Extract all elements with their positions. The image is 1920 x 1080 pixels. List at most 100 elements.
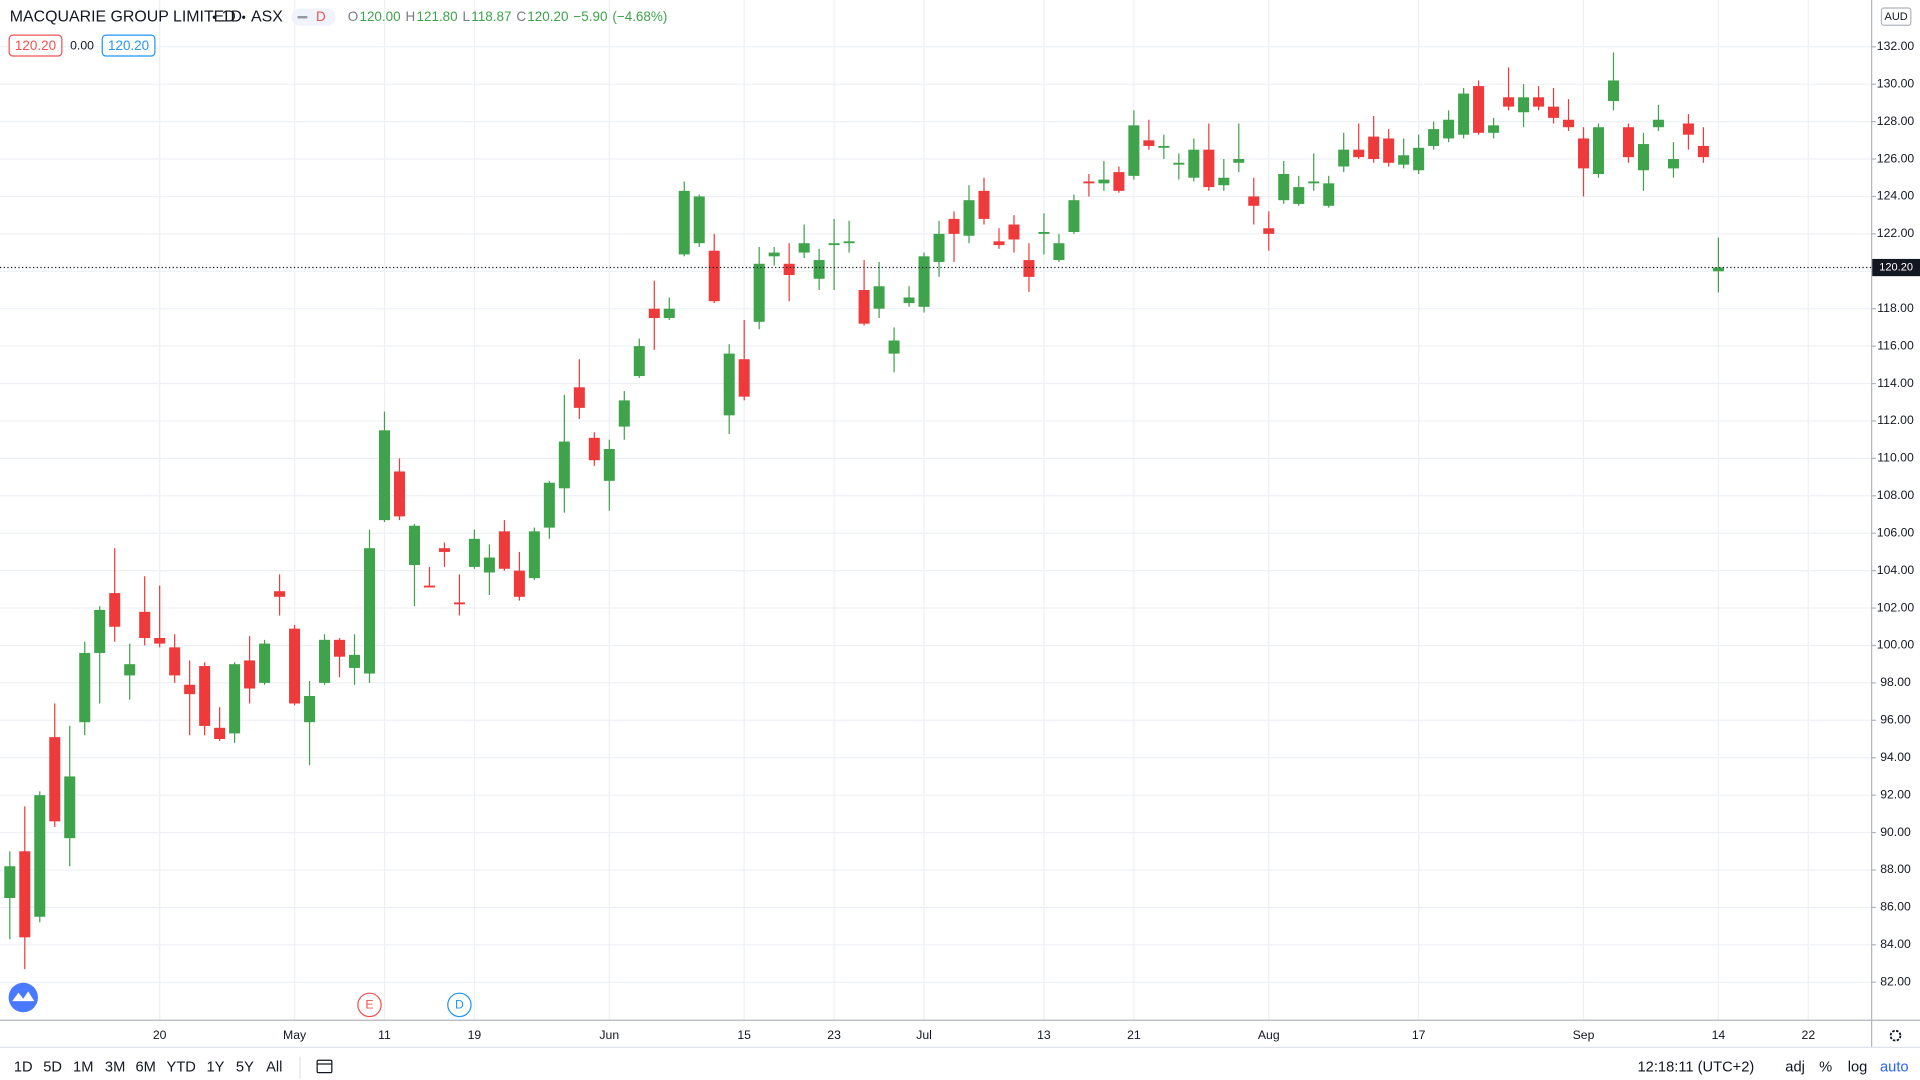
goto-date-icon[interactable] bbox=[316, 1059, 333, 1074]
candle-body bbox=[349, 654, 361, 668]
candle-body bbox=[304, 695, 316, 723]
candle-body bbox=[109, 593, 121, 627]
axes: 82.00 84.00 86.00 88.00 90.00 92.00 94.00 96.00… bbox=[153, 7, 1920, 1042]
candle-body bbox=[1667, 159, 1679, 169]
candle-body bbox=[498, 531, 510, 569]
range-button[interactable]: 1Y bbox=[207, 1060, 225, 1076]
ask: 120.20 bbox=[108, 38, 149, 53]
x-tick-label: 17 bbox=[1412, 1028, 1426, 1042]
candle-body bbox=[1248, 196, 1260, 206]
candle-body bbox=[1652, 119, 1664, 128]
status-pill[interactable] bbox=[291, 8, 336, 26]
x-tick-label: Aug bbox=[1258, 1028, 1280, 1042]
candle-body bbox=[858, 289, 870, 324]
range-button[interactable]: 5D bbox=[43, 1060, 62, 1076]
candle-body bbox=[244, 660, 256, 689]
status-dash bbox=[297, 16, 308, 19]
range-button[interactable]: 6M bbox=[136, 1060, 156, 1076]
candle-body bbox=[1697, 145, 1709, 158]
y-tick-label: 98.00 bbox=[1880, 675, 1911, 689]
candle-body bbox=[1637, 144, 1649, 171]
range-button[interactable]: 1D bbox=[14, 1060, 33, 1076]
candle-body bbox=[453, 602, 465, 605]
range-button[interactable]: All bbox=[266, 1060, 282, 1076]
candle-body bbox=[139, 611, 151, 638]
candle-body bbox=[1158, 145, 1170, 148]
candle-body bbox=[1413, 147, 1425, 171]
candle-body bbox=[1038, 231, 1050, 234]
interval: 1D bbox=[222, 8, 242, 25]
y-tick-label: 88.00 bbox=[1880, 862, 1911, 876]
ohlc-key: C bbox=[516, 9, 526, 24]
candle-body bbox=[948, 218, 960, 234]
candle-body bbox=[408, 525, 420, 566]
candle-body bbox=[1488, 125, 1500, 133]
scale-option[interactable]: auto bbox=[1880, 1060, 1909, 1076]
x-tick-label: 22 bbox=[1802, 1028, 1816, 1042]
candle-body bbox=[34, 795, 46, 917]
x-tick-label: 19 bbox=[468, 1028, 482, 1042]
toolbar: 1D 5D 1M 3M 6M YTD 1Y 5Y All 12:18:11 (UTC+2) adj%… bbox=[14, 1060, 1909, 1076]
y-tick-label: 90.00 bbox=[1880, 825, 1911, 839]
grid bbox=[0, 0, 1872, 1020]
event-marker[interactable] bbox=[447, 992, 472, 1018]
y-tick-label: 116.00 bbox=[1877, 338, 1914, 352]
candle-body bbox=[663, 308, 675, 319]
candle-body bbox=[573, 387, 585, 408]
currency-box[interactable] bbox=[1880, 7, 1912, 26]
candle-body bbox=[843, 241, 855, 244]
scale-option[interactable]: adj bbox=[1785, 1060, 1805, 1076]
candle-body bbox=[1113, 172, 1125, 191]
candle-body bbox=[1188, 149, 1200, 178]
candle-body bbox=[199, 666, 211, 726]
spread: 0.00 bbox=[70, 38, 94, 52]
scale-option[interactable]: % bbox=[1819, 1060, 1832, 1076]
candle-body bbox=[438, 548, 450, 552]
candle-body bbox=[483, 557, 495, 573]
y-tick-label: 106.00 bbox=[1877, 525, 1915, 539]
candle-body bbox=[963, 200, 975, 236]
candle-body bbox=[363, 548, 376, 674]
ohlc-value: 120.00 bbox=[359, 9, 400, 24]
event-marker[interactable] bbox=[357, 992, 382, 1018]
y-tick-label: 100.00 bbox=[1877, 638, 1915, 652]
y-tick-label: 96.00 bbox=[1880, 713, 1911, 727]
candle-body bbox=[888, 340, 900, 354]
range-button[interactable]: 5Y bbox=[236, 1060, 254, 1076]
x-tick-label: 21 bbox=[1127, 1028, 1141, 1042]
candle-body bbox=[1323, 183, 1335, 206]
candle-body bbox=[798, 243, 810, 253]
candle-body bbox=[603, 449, 615, 481]
y-tick-label: 110.00 bbox=[1877, 451, 1914, 465]
ohlc-key: L bbox=[463, 9, 471, 24]
x-tick-label: 20 bbox=[153, 1028, 167, 1042]
logo[interactable] bbox=[8, 982, 38, 1013]
candle-body bbox=[873, 286, 885, 309]
candle-body bbox=[933, 233, 945, 262]
candle-body bbox=[184, 684, 196, 695]
candle-body bbox=[1008, 224, 1020, 240]
range-button[interactable]: 3M bbox=[105, 1060, 125, 1076]
candle-body bbox=[1023, 260, 1035, 277]
candle-body bbox=[588, 437, 600, 461]
candle-body bbox=[214, 727, 226, 740]
bid-box[interactable] bbox=[8, 34, 63, 57]
range-button[interactable]: 1M bbox=[73, 1060, 93, 1076]
candle-body bbox=[1143, 140, 1155, 146]
scale-option[interactable]: log bbox=[1848, 1060, 1868, 1076]
y-tick-label: 122.00 bbox=[1877, 226, 1915, 240]
y-tick-label: 126.00 bbox=[1877, 151, 1915, 165]
candle-body bbox=[289, 628, 301, 704]
candle-body bbox=[1368, 136, 1380, 160]
candle-body bbox=[1068, 200, 1080, 232]
candle-body bbox=[903, 297, 915, 304]
range-button[interactable]: YTD bbox=[167, 1060, 196, 1076]
candle-body bbox=[918, 256, 930, 307]
x-tick-label: Jun bbox=[599, 1028, 619, 1042]
ask-box[interactable] bbox=[101, 34, 156, 57]
x-tick-label: 14 bbox=[1712, 1028, 1726, 1042]
ohlc-value: 118.87 bbox=[471, 9, 511, 24]
y-tick-label: 132.00 bbox=[1877, 39, 1915, 53]
candle-body bbox=[753, 263, 765, 322]
